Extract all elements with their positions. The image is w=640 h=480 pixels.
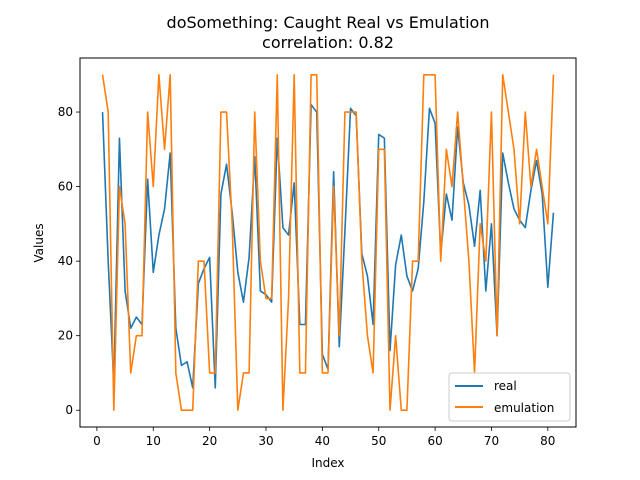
legend: real emulation	[448, 372, 571, 422]
x-tick-label: 10	[146, 434, 161, 448]
x-tick-label: 80	[540, 434, 555, 448]
legend-label-emulation: emulation	[494, 401, 554, 415]
y-tick-label: 40	[58, 254, 73, 268]
x-tick-label: 0	[93, 434, 101, 448]
plot-area	[101, 73, 555, 412]
plot-frame	[79, 57, 577, 428]
x-tick-label: 60	[427, 434, 442, 448]
x-tick-label: 20	[202, 434, 217, 448]
x-tick-label: 40	[315, 434, 330, 448]
y-tick-label: 0	[65, 403, 73, 417]
y-axis-ticks: 0 20 40 60 80	[58, 105, 80, 417]
chart-title: doSomething: Caught Real vs Emulation	[167, 13, 490, 32]
x-axis-label: Index	[311, 456, 344, 470]
x-tick-label: 50	[371, 434, 386, 448]
legend-label-real: real	[494, 379, 517, 393]
chart-subtitle: correlation: 0.82	[262, 33, 394, 52]
series-line-emulation	[101, 73, 555, 412]
y-axis-label: Values	[32, 223, 46, 262]
y-tick-label: 80	[58, 105, 73, 119]
y-tick-label: 20	[58, 329, 73, 343]
x-tick-label: 30	[258, 434, 273, 448]
x-axis-ticks: 0 10 20 30 40 50 60 70 80	[93, 427, 555, 448]
x-tick-label: 70	[484, 434, 499, 448]
y-tick-label: 60	[58, 180, 73, 194]
